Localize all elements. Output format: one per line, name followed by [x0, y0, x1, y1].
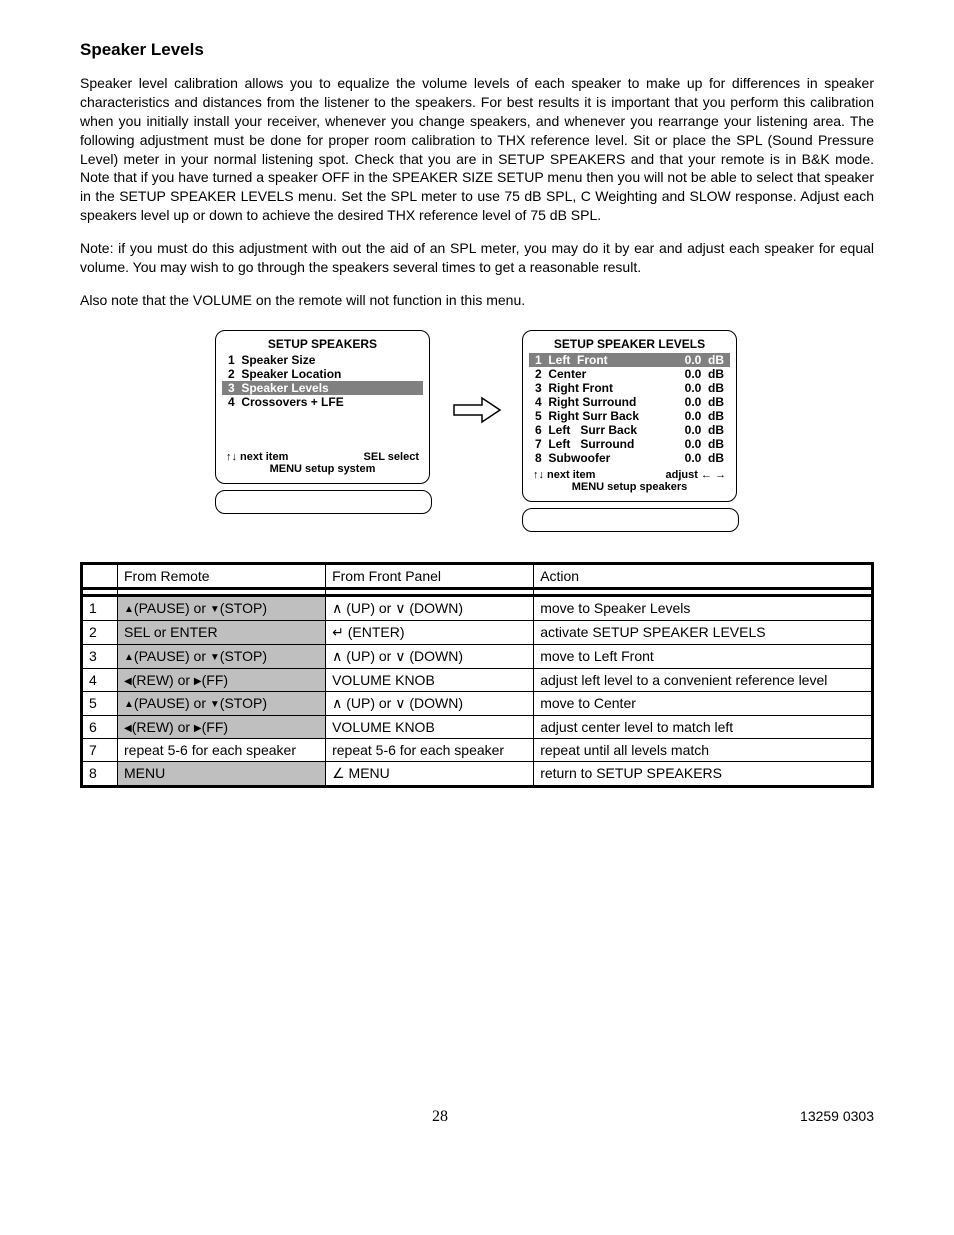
cell-action: adjust left level to a convenient refere…: [534, 668, 873, 691]
step-number: 1: [82, 595, 118, 620]
menu1-subbox: [215, 490, 432, 514]
table-row: 8MENU∠ MENUreturn to SETUP SPEAKERS: [82, 761, 873, 786]
menu1-item: 1 Speaker Size: [226, 353, 419, 367]
menu1-item: 3 Speaker Levels: [222, 381, 423, 395]
step-number: 8: [82, 761, 118, 786]
menu1-title: SETUP SPEAKERS: [226, 337, 419, 351]
table-row: 2SEL or ENTER↵ (ENTER)activate SETUP SPE…: [82, 620, 873, 644]
page-number: 28: [80, 1108, 800, 1126]
setup-speaker-levels-menu: SETUP SPEAKER LEVELS 1 Left Front0.0 dB2…: [522, 330, 737, 502]
cell-action: adjust center level to match left: [534, 715, 873, 738]
menu-column-right: SETUP SPEAKER LEVELS 1 Left Front0.0 dB2…: [522, 330, 739, 532]
cell-remote: SEL or ENTER: [118, 620, 326, 644]
menu-column-left: SETUP SPEAKERS 1 Speaker Size2 Speaker L…: [215, 330, 432, 514]
menu-diagram: SETUP SPEAKERS 1 Speaker Size2 Speaker L…: [80, 330, 874, 532]
cell-action: return to SETUP SPEAKERS: [534, 761, 873, 786]
menu2-item: 4 Right Surround0.0 dB: [533, 395, 726, 409]
table-row: 4◀(REW) or ▶(FF)VOLUME KNOBadjust left l…: [82, 668, 873, 691]
th-panel: From Front Panel: [326, 563, 534, 588]
menu1-item: 2 Speaker Location: [226, 367, 419, 381]
menu2-item: 8 Subwoofer0.0 dB: [533, 451, 726, 465]
th-num: [82, 563, 118, 588]
menu2-item: 3 Right Front0.0 dB: [533, 381, 726, 395]
cell-action: repeat until all levels match: [534, 738, 873, 761]
cell-panel: ∠ MENU: [326, 761, 534, 786]
cell-remote: ▲(PAUSE) or ▼(STOP): [118, 644, 326, 668]
table-row: 6◀(REW) or ▶(FF)VOLUME KNOBadjust center…: [82, 715, 873, 738]
menu2-item: 1 Left Front0.0 dB: [529, 353, 730, 367]
paragraph-1: Speaker level calibration allows you to …: [80, 74, 874, 225]
page-footer: 28 13259 0303: [80, 1108, 874, 1126]
cell-panel: VOLUME KNOB: [326, 715, 534, 738]
cell-remote: ▲(PAUSE) or ▼(STOP): [118, 595, 326, 620]
menu1-foot-right: SEL select: [364, 451, 419, 463]
menu2-item: 6 Left Surr Back0.0 dB: [533, 423, 726, 437]
cell-remote: ▲(PAUSE) or ▼(STOP): [118, 691, 326, 715]
th-remote: From Remote: [118, 563, 326, 588]
cell-remote: ◀(REW) or ▶(FF): [118, 715, 326, 738]
cell-action: activate SETUP SPEAKER LEVELS: [534, 620, 873, 644]
menu1-foot-left: ↑↓ next item: [226, 451, 288, 463]
menu2-foot-left: ↑↓ next item: [533, 469, 595, 481]
step-number: 2: [82, 620, 118, 644]
cell-panel: VOLUME KNOB: [326, 668, 534, 691]
menu2-subbox: [522, 508, 739, 532]
paragraph-2: Note: if you must do this adjustment wit…: [80, 239, 874, 277]
step-number: 7: [82, 738, 118, 761]
cell-action: move to Left Front: [534, 644, 873, 668]
paragraph-3: Also note that the VOLUME on the remote …: [80, 291, 874, 310]
table-row: 1▲(PAUSE) or ▼(STOP)∧ (UP) or ∨ (DOWN)mo…: [82, 595, 873, 620]
steps-table: From Remote From Front Panel Action 1▲(P…: [80, 562, 874, 788]
doc-id: 13259 0303: [800, 1108, 874, 1126]
cell-panel: ∧ (UP) or ∨ (DOWN): [326, 595, 534, 620]
setup-speakers-menu: SETUP SPEAKERS 1 Speaker Size2 Speaker L…: [215, 330, 430, 484]
section-title: Speaker Levels: [80, 40, 874, 60]
cell-remote: ◀(REW) or ▶(FF): [118, 668, 326, 691]
step-number: 4: [82, 668, 118, 691]
menu1-foot-center: MENU setup system: [226, 463, 419, 475]
menu2-item: 7 Left Surround0.0 dB: [533, 437, 726, 451]
menu2-item: 5 Right Surr Back0.0 dB: [533, 409, 726, 423]
table-row: 7repeat 5-6 for each speakerrepeat 5-6 f…: [82, 738, 873, 761]
cell-remote: MENU: [118, 761, 326, 786]
cell-action: move to Speaker Levels: [534, 595, 873, 620]
table-header-row: From Remote From Front Panel Action: [82, 563, 873, 588]
menu2-title: SETUP SPEAKER LEVELS: [533, 337, 726, 351]
step-number: 3: [82, 644, 118, 668]
th-action: Action: [534, 563, 873, 588]
cell-panel: ∧ (UP) or ∨ (DOWN): [326, 644, 534, 668]
menu2-foot-right: adjust ← →: [665, 469, 726, 481]
cell-remote: repeat 5-6 for each speaker: [118, 738, 326, 761]
menu2-item: 2 Center0.0 dB: [533, 367, 726, 381]
menu1-item: 4 Crossovers + LFE: [226, 395, 419, 409]
menu2-foot-center: MENU setup speakers: [533, 481, 726, 493]
table-row: 3▲(PAUSE) or ▼(STOP)∧ (UP) or ∨ (DOWN)mo…: [82, 644, 873, 668]
step-number: 5: [82, 691, 118, 715]
cell-panel: repeat 5-6 for each speaker: [326, 738, 534, 761]
arrow-icon: [452, 330, 502, 490]
table-row: 5▲(PAUSE) or ▼(STOP)∧ (UP) or ∨ (DOWN)mo…: [82, 691, 873, 715]
cell-panel: ↵ (ENTER): [326, 620, 534, 644]
cell-action: move to Center: [534, 691, 873, 715]
cell-panel: ∧ (UP) or ∨ (DOWN): [326, 691, 534, 715]
step-number: 6: [82, 715, 118, 738]
